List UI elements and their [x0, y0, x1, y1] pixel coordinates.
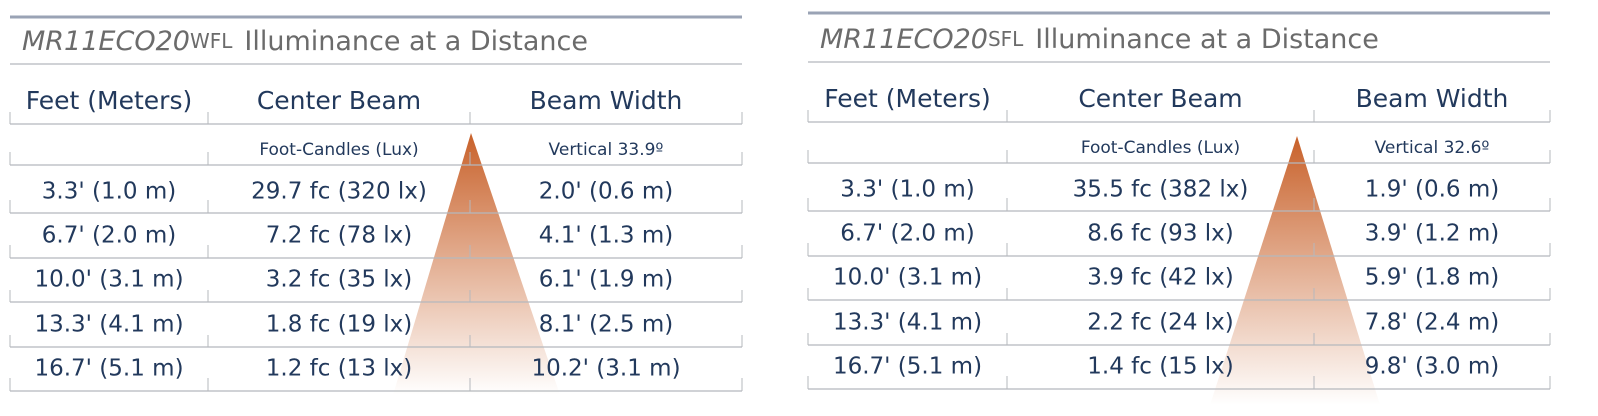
cell: 10.0' (3.1 m) — [34, 267, 183, 293]
cell: 3.9' (1.2 m) — [1365, 221, 1499, 247]
cell: 3.9 fc (42 lx) — [1087, 265, 1233, 291]
table-title: MR11ECO20WFL Illuminance at a Distance — [22, 26, 588, 57]
cell: 13.3' (4.1 m) — [833, 310, 982, 336]
cell: 16.7' (5.1 m) — [34, 356, 183, 382]
cell: 10.2' (3.1 m) — [531, 356, 680, 382]
cell: 8.6 fc (93 lx) — [1087, 221, 1233, 247]
cell: 7.2 fc (78 lx) — [266, 223, 412, 249]
column-header: Beam Width — [530, 86, 683, 115]
cell: 6.1' (1.9 m) — [539, 267, 673, 293]
cell: 6.7' (2.0 m) — [840, 221, 974, 247]
cell: 2.2 fc (24 lx) — [1087, 310, 1233, 336]
cell: 3.3' (1.0 m) — [840, 177, 974, 203]
table-title: MR11ECO20SFL Illuminance at a Distance — [820, 24, 1379, 55]
beam-triangle — [1210, 136, 1380, 405]
subheader: Vertical 33.9º — [549, 140, 664, 160]
model: MR11ECO20 — [22, 26, 190, 57]
cell: 3.2 fc (35 lx) — [266, 267, 412, 293]
column-header: Center Beam — [1078, 84, 1242, 113]
cell: 16.7' (5.1 m) — [833, 354, 982, 380]
variant: WFL — [190, 29, 233, 53]
cell: 1.4 fc (15 lx) — [1087, 354, 1233, 380]
cell: 6.7' (2.0 m) — [42, 223, 176, 249]
cell: 1.2 fc (13 lx) — [266, 356, 412, 382]
cell: 8.1' (2.5 m) — [539, 312, 673, 338]
column-header: Feet (Meters) — [824, 84, 990, 113]
cell: 7.8' (2.4 m) — [1365, 310, 1499, 336]
column-header: Feet (Meters) — [26, 86, 192, 115]
subheader: Foot-Candles (Lux) — [259, 140, 418, 160]
cell: 2.0' (0.6 m) — [539, 179, 673, 205]
cell: 3.3' (1.0 m) — [42, 179, 176, 205]
cell: 5.9' (1.8 m) — [1365, 265, 1499, 291]
cell: 4.1' (1.3 m) — [539, 223, 673, 249]
cell: 13.3' (4.1 m) — [34, 312, 183, 338]
cell: 29.7 fc (320 lx) — [251, 179, 427, 205]
variant: SFL — [988, 27, 1024, 51]
cell: 35.5 fc (382 lx) — [1073, 177, 1249, 203]
column-header: Beam Width — [1356, 84, 1509, 113]
cell: 10.0' (3.1 m) — [833, 265, 982, 291]
subheader: Foot-Candles (Lux) — [1081, 138, 1240, 158]
cell: 1.9' (0.6 m) — [1365, 177, 1499, 203]
title-text: Illuminance at a Distance — [244, 26, 588, 57]
subheader: Vertical 32.6º — [1375, 138, 1490, 158]
model: MR11ECO20 — [820, 24, 988, 55]
title-text: Illuminance at a Distance — [1035, 24, 1379, 55]
cell: 1.8 fc (19 lx) — [266, 312, 412, 338]
cell: 9.8' (3.0 m) — [1365, 354, 1499, 380]
beam-triangle — [393, 133, 560, 395]
column-header: Center Beam — [257, 86, 421, 115]
